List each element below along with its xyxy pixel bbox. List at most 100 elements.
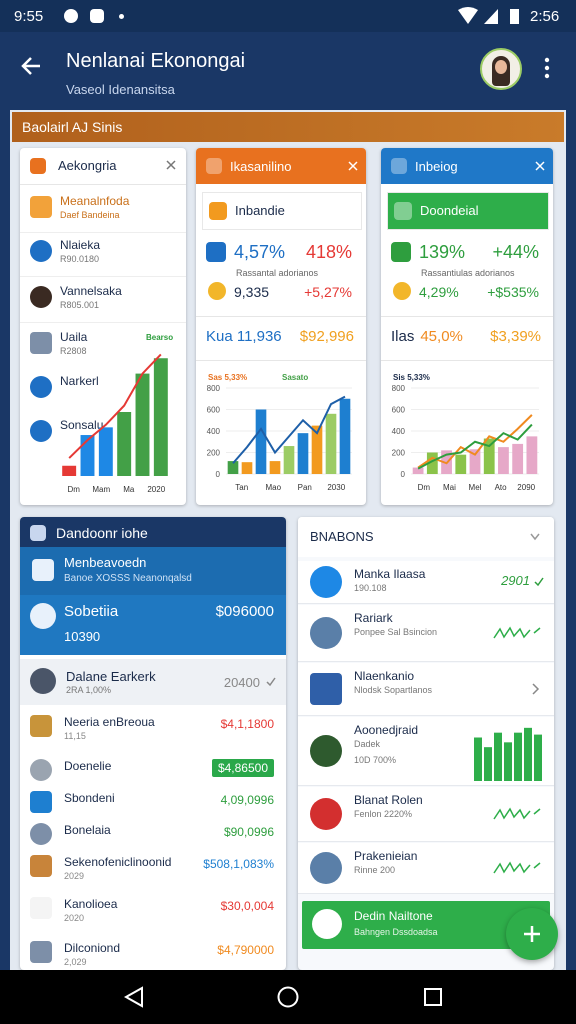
bar (297, 433, 309, 474)
row-icon (310, 566, 342, 598)
bar (534, 734, 542, 781)
row-label: Neeria enBreoua (64, 715, 155, 729)
row-label: Inbandie (235, 203, 285, 218)
x-tick-label: Mel (469, 483, 482, 492)
menu-button[interactable] (540, 56, 554, 80)
stat-caption: Rassantiulas adorianos (421, 268, 515, 278)
row-label: Narkerl (60, 374, 99, 388)
card-title: Aekongria (58, 158, 117, 173)
stat-value: 4,57% (234, 242, 286, 262)
status-icon (90, 9, 104, 23)
card: Inbeiog Doondeial 139% +44% Rassantiulas ado… (381, 148, 553, 505)
row-label: Uaila (60, 330, 88, 344)
row-value: 2901 (501, 573, 530, 588)
nav-back[interactable] (123, 986, 143, 1008)
card: Aekongria Meanalnfoda Daef Bandeina Nlaieka… (20, 148, 186, 505)
feature-sub: Banoe XOSSS Neanonqalsd (64, 573, 192, 584)
row-value: $4,1,1800 (220, 717, 274, 731)
highlight-value: 20400 (223, 675, 260, 690)
divider (20, 322, 186, 323)
sparkline (493, 807, 541, 820)
row-icon (310, 673, 342, 705)
y-tick-label: 600 (392, 406, 406, 415)
fab[interactable] (506, 908, 558, 960)
summary-value: $92,996 (299, 328, 354, 345)
row-label: Doondeial (420, 203, 479, 218)
collapse-button[interactable] (530, 533, 540, 541)
row-icon (394, 202, 412, 220)
row-label: Nlaieka (60, 238, 101, 252)
x-tick-label: Ma (123, 485, 135, 494)
row-icon (30, 855, 52, 877)
row-value: $508,1,083% (203, 857, 274, 871)
row-sub: 2020 (64, 913, 85, 923)
y-tick-label: 400 (392, 427, 406, 436)
nav-home[interactable] (277, 986, 299, 1008)
stat-icon (206, 242, 226, 262)
chevron (530, 533, 540, 541)
row-value: $90,0996 (223, 825, 274, 839)
bar (269, 461, 281, 474)
bar (526, 436, 538, 474)
wifi-icon (458, 7, 478, 24)
close-button[interactable] (166, 160, 176, 170)
bar (135, 373, 150, 476)
row-label: Prakenieian (354, 849, 418, 863)
trend-line (232, 395, 346, 464)
x-tick-label: 2030 (327, 483, 345, 492)
row-icon (30, 196, 52, 218)
check (534, 577, 544, 587)
row-sub: Daef Bandeina (60, 210, 120, 220)
card-header (381, 148, 553, 184)
panel-header (20, 517, 286, 547)
row-sub: 10D 700% (354, 755, 397, 765)
feature-icon (32, 559, 54, 581)
close-button[interactable] (348, 161, 358, 171)
divider (381, 360, 553, 361)
x-tick-label: Tan (235, 483, 248, 492)
close-icon (166, 160, 176, 170)
close-icon (535, 161, 545, 171)
action-icon (312, 909, 342, 939)
card-icon (30, 158, 46, 174)
row-label: Bonelaia (64, 823, 111, 837)
feature-label: Menbeavoedn (64, 555, 147, 570)
row-icon (30, 715, 52, 737)
nav-recent[interactable] (424, 988, 442, 1006)
status-time: 9:55 (14, 8, 44, 25)
trend-line (68, 353, 162, 459)
bar (524, 727, 532, 781)
bar (469, 449, 481, 474)
panel: Dandoonr iohe Menbeavoedn Banoe XOSSS Nean… (20, 517, 286, 970)
card-title: Ikasanilino (230, 159, 292, 174)
avatar[interactable] (480, 48, 522, 90)
stat-icon (393, 282, 411, 300)
back-button[interactable] (20, 54, 44, 78)
row-label: Doenelie (64, 759, 112, 773)
menu-dot (544, 57, 550, 63)
row-label: Blanat Rolen (354, 793, 423, 807)
chevron (532, 683, 540, 695)
row-value: $4,790000 (217, 943, 274, 957)
divider (20, 184, 186, 185)
card-row: Doondeial (387, 192, 549, 230)
highlight-sub: 2RA 1,00% (66, 685, 112, 695)
close-button[interactable] (535, 161, 545, 171)
row-sub: Nlodsk Sopartlanos (354, 685, 433, 695)
row-icon (310, 852, 342, 884)
y-tick-label: 200 (392, 449, 406, 458)
chevron-icon (532, 683, 540, 695)
mini-chart (474, 727, 542, 781)
check (266, 677, 276, 687)
stat-icon (391, 242, 411, 262)
bar (484, 747, 492, 781)
bar (283, 446, 295, 474)
row-sub: R90.0180 (60, 254, 100, 264)
row-icon (310, 735, 342, 767)
row-icon (30, 941, 52, 963)
banner-title: Baolairl AJ Sinis (22, 119, 123, 135)
x-tick-label: Dm (68, 485, 81, 494)
y-tick-label: 200 (207, 449, 221, 458)
signal-icon (484, 9, 498, 24)
nav-icons (123, 986, 442, 1008)
